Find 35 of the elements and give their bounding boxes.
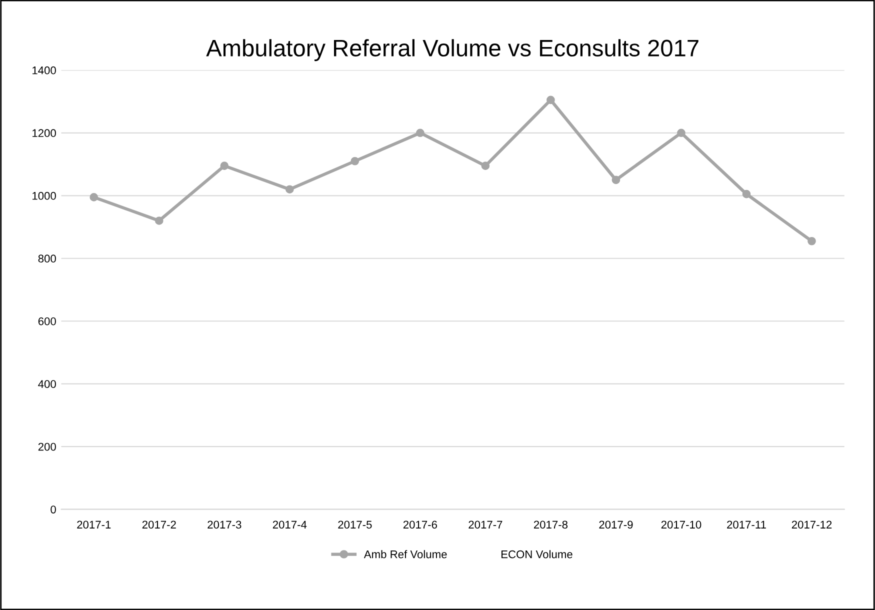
point [90, 193, 98, 202]
x-tick-label: 2017-7 [468, 520, 502, 529]
text: ECON Volume [502, 550, 572, 558]
y-tick-label: 600 [38, 317, 56, 326]
y-tick-label: 1200 [32, 129, 56, 138]
legend-label: Amb Ref Volume [364, 550, 447, 558]
x-tick-label: 2017-12 [792, 520, 832, 529]
point [742, 190, 751, 198]
x-tick-label: 2017-5 [338, 520, 372, 529]
x-tick-label: 2017-4 [272, 520, 307, 529]
chart-title: Ambulatory Referral Volume vs Econsults 2017 [206, 39, 698, 62]
y-tick-label: 800 [38, 254, 56, 263]
y-tick-label: 0 [50, 506, 56, 514]
y-tick-label: 400 [38, 380, 56, 388]
point [350, 156, 360, 166]
x-tick-label: 2017-1 [77, 520, 111, 529]
x-tick-label: 2017-2 [142, 520, 176, 529]
point [612, 176, 620, 184]
x-tick-label: 2017-6 [403, 520, 437, 529]
point [546, 96, 555, 104]
x-tick-label: 2017-8 [534, 520, 568, 529]
y-tick-label: 1400 [32, 66, 56, 74]
x-tick-label: 2017-9 [599, 520, 633, 529]
point [154, 216, 164, 225]
y-tick-label: 200 [38, 442, 56, 451]
x-tick-label: 2017-3 [208, 520, 242, 529]
point [808, 236, 816, 246]
y-tick-label: 1000 [32, 192, 56, 200]
point [220, 162, 229, 170]
point [481, 162, 490, 170]
x-tick-label: 2017-10 [661, 520, 702, 529]
point [416, 128, 424, 138]
point [285, 185, 294, 194]
point [677, 128, 686, 138]
x-tick-label: 2017-11 [727, 520, 766, 529]
